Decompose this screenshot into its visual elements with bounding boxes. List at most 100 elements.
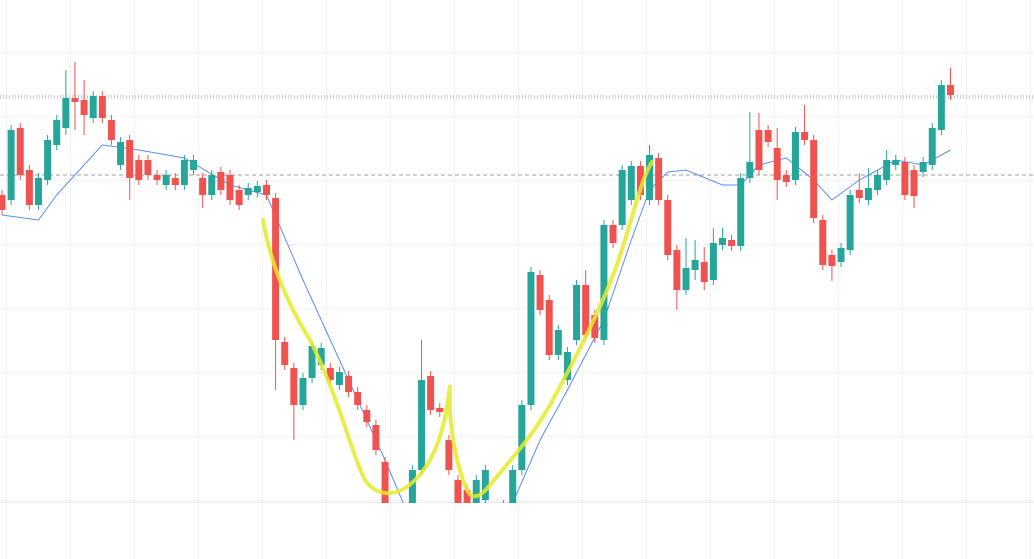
candle-body: [855, 190, 863, 198]
candle-body: [372, 425, 380, 450]
candle-body: [281, 342, 289, 365]
candle-body: [755, 130, 763, 170]
candle-body: [153, 175, 161, 180]
candle-body: [864, 188, 872, 200]
candle-body: [463, 490, 471, 503]
candle-body: [600, 225, 608, 340]
candle-body: [190, 160, 198, 170]
candle-body: [545, 300, 553, 355]
candle-body: [664, 200, 672, 255]
candle-body: [418, 380, 426, 470]
candle-body: [180, 160, 188, 185]
candle-body: [646, 155, 654, 200]
candle-body: [481, 470, 489, 500]
candle-body: [53, 120, 61, 145]
candle-body: [874, 175, 882, 190]
candle-body: [509, 470, 517, 503]
candle-body: [883, 160, 891, 180]
candle-body: [62, 98, 70, 128]
candle-body: [436, 408, 444, 412]
candle-body: [810, 140, 818, 218]
candle-body: [491, 508, 498, 533]
candle-body: [636, 166, 644, 195]
candle-body: [709, 243, 717, 280]
candle-body: [901, 162, 909, 195]
candle-body: [928, 128, 936, 165]
candle-body: [107, 120, 115, 140]
candle-body: [217, 172, 225, 190]
candle-body: [299, 378, 307, 405]
candle-body: [80, 100, 88, 115]
candle-body: [791, 132, 799, 180]
candle-body: [253, 186, 261, 192]
candle-body: [946, 85, 954, 95]
hand-drawn-annotation: [261, 160, 654, 499]
candle-body: [937, 85, 945, 130]
moving-average: [1, 144, 951, 503]
candle-body: [7, 130, 15, 200]
candle-body: [910, 170, 918, 196]
candle-body: [98, 96, 106, 118]
candle-body: [801, 132, 809, 140]
candle-body: [262, 185, 270, 195]
candle-body: [782, 175, 790, 182]
candle-body: [171, 178, 179, 185]
candle-body: [308, 346, 316, 378]
candle-body: [363, 410, 371, 422]
candle-body: [199, 178, 207, 195]
candle-body: [573, 285, 581, 340]
candle-body: [0, 195, 6, 210]
candle-body: [44, 140, 52, 180]
candle-body: [226, 175, 234, 200]
candle-body: [408, 470, 416, 503]
candle-body: [746, 162, 754, 178]
candle-body: [354, 392, 362, 405]
candle-body: [609, 225, 617, 243]
candle-body: [244, 188, 252, 195]
candle-body: [345, 376, 353, 392]
candle-body: [235, 190, 243, 205]
candle-body: [563, 352, 571, 380]
candle-body: [773, 148, 781, 180]
candle-body: [846, 195, 854, 250]
plot-area: [0, 62, 1034, 543]
candle-body: [682, 268, 690, 290]
candle-body: [472, 480, 480, 503]
candle-body: [627, 166, 635, 200]
candle-body: [892, 160, 900, 165]
candle-body: [126, 140, 134, 178]
candle-body: [828, 255, 836, 266]
candle-body: [591, 315, 599, 338]
candle-body: [673, 250, 681, 290]
candle-body: [618, 170, 626, 225]
candle-body: [16, 128, 24, 175]
candle-body: [700, 262, 708, 282]
candle-body: [819, 220, 827, 265]
candle-body: [381, 462, 389, 503]
candle-body: [518, 405, 526, 470]
candle-body: [208, 175, 216, 195]
candle-body: [737, 178, 745, 246]
candle-body: [317, 348, 325, 365]
candle-body: [71, 98, 79, 102]
candle-body: [718, 238, 726, 245]
candle-body: [427, 376, 435, 410]
candle-body: [691, 260, 699, 270]
candle-body: [400, 523, 407, 543]
candle-body: [445, 440, 453, 470]
candle-body: [135, 160, 143, 180]
candle-body: [335, 372, 343, 385]
candle-body: [454, 480, 462, 503]
candle-body: [34, 178, 42, 205]
candle-body: [554, 330, 562, 355]
candle-body: [290, 368, 298, 405]
candle-body: [919, 162, 927, 172]
candle-body: [728, 240, 736, 246]
candle-body: [527, 272, 535, 405]
candle-body: [500, 505, 507, 528]
candle-body: [837, 248, 845, 262]
candle-body: [536, 275, 544, 310]
candle-body: [582, 285, 590, 335]
